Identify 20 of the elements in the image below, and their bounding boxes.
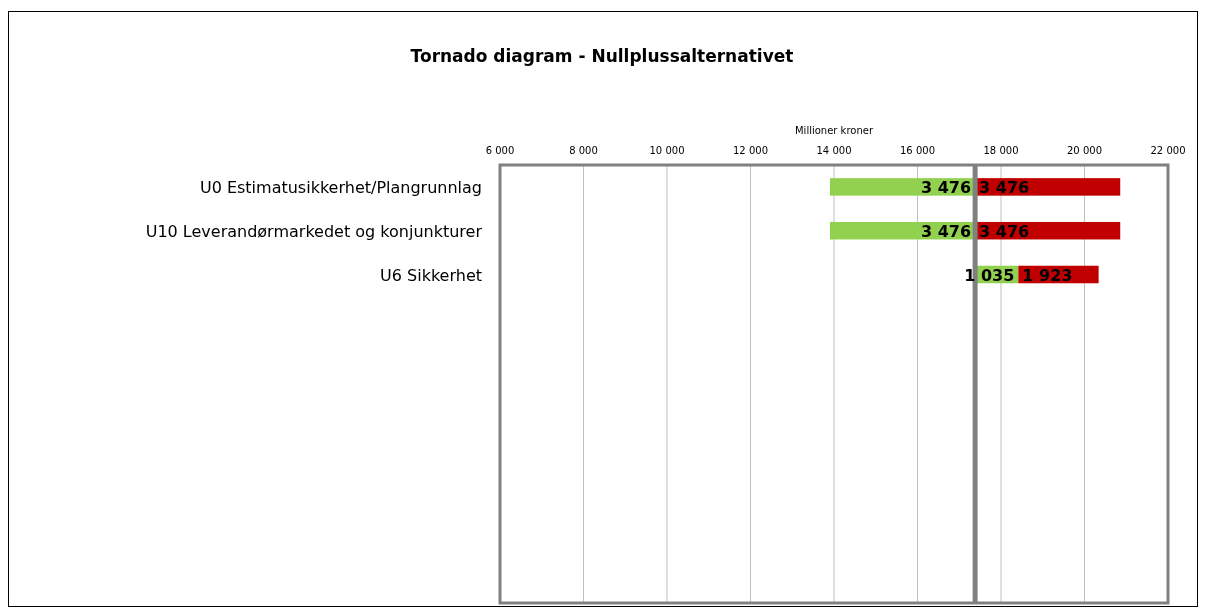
x-tick-label: 12 000 [733, 145, 768, 156]
data-label: 3 476 [979, 221, 1030, 241]
x-tick-label: 22 000 [1150, 145, 1186, 156]
x-axis-title: Millioner kroner [794, 125, 874, 136]
x-tick-label: 8 000 [569, 145, 598, 156]
y-tick-label: U6 Sikkerhet [380, 265, 482, 285]
x-tick-label: 16 000 [900, 145, 935, 156]
x-tick-label: 20 000 [1067, 145, 1102, 156]
data-label: 1 923 [1022, 265, 1073, 285]
y-tick-label: U0 Estimatusikkerhet/Plangrunnlag [199, 177, 482, 197]
x-tick-label: 10 000 [649, 145, 685, 156]
x-tick-label: 14 000 [816, 145, 852, 156]
y-tick-label: U10 Leverandørmarkedet og konjunkturer [145, 221, 483, 241]
data-label: 3 476 [921, 177, 972, 197]
chart-title: Tornado diagram - Nullplussalternativet [410, 46, 794, 66]
data-label: 3 476 [921, 221, 972, 241]
data-label: 3 476 [979, 177, 1030, 197]
x-tick-label: 6 000 [485, 145, 515, 156]
data-label: 1 035 [964, 265, 1015, 285]
x-tick-label: 18 000 [983, 145, 1019, 156]
